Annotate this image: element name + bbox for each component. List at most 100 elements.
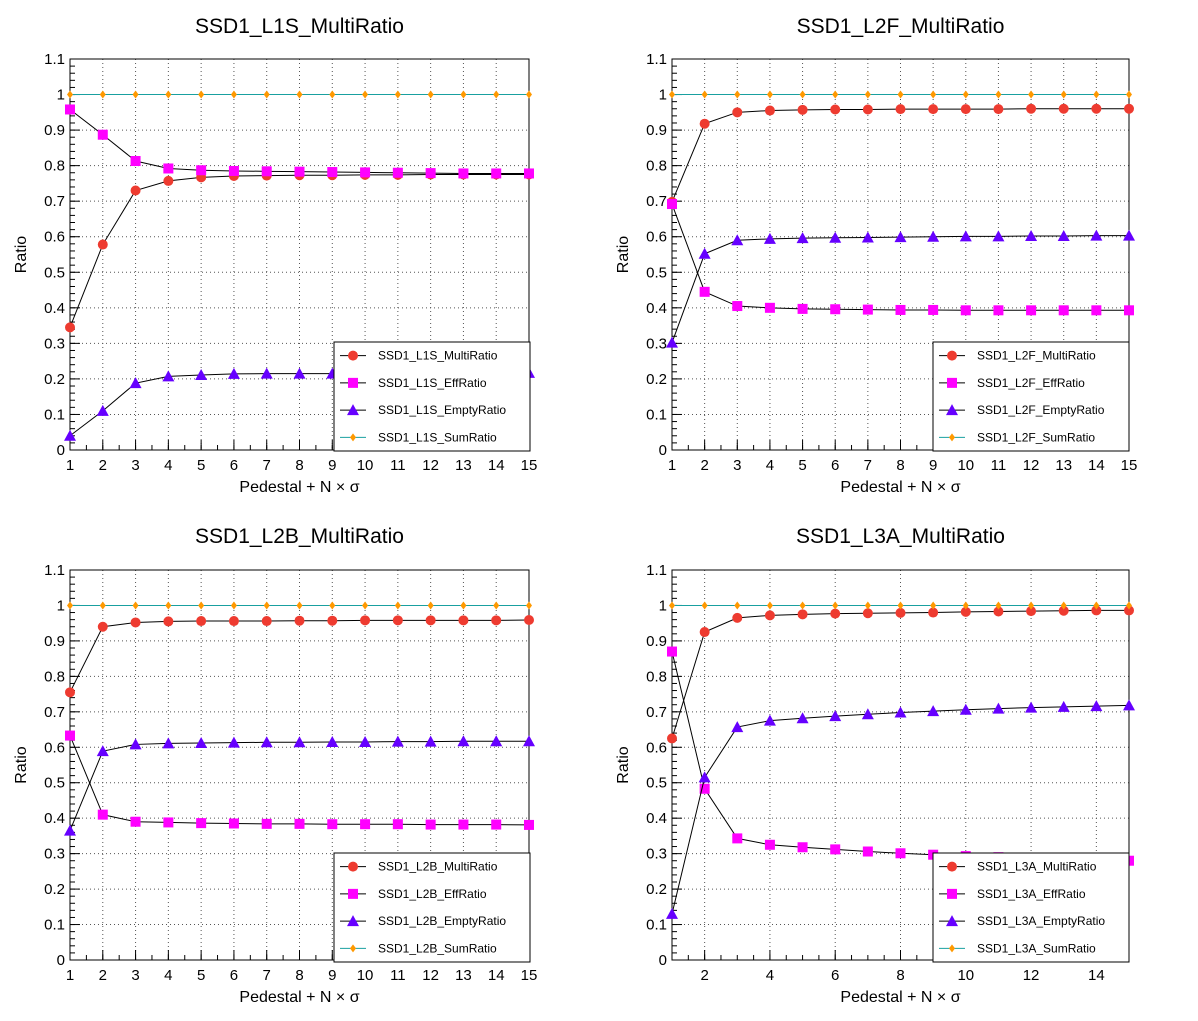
y-tick-label: 1.1 (646, 562, 667, 579)
data-point (1058, 605, 1069, 616)
x-tick-label: 11 (991, 457, 1007, 474)
x-tick-label: 12 (1023, 457, 1040, 474)
x-tick-label: 8 (896, 967, 904, 984)
data-point (96, 404, 109, 416)
data-point (296, 90, 303, 99)
data-point (930, 90, 937, 99)
x-tick-label: 4 (766, 457, 774, 474)
data-point (732, 833, 743, 844)
data-point (764, 839, 775, 850)
x-tick-label: 15 (1121, 457, 1138, 474)
data-point (895, 848, 906, 859)
x-axis-label: Pedestal + N × σ (840, 479, 960, 496)
x-tick-label: 7 (263, 967, 271, 984)
data-point (959, 230, 972, 242)
data-point (699, 627, 710, 638)
x-tick-label: 10 (957, 967, 974, 984)
data-point (1060, 601, 1067, 610)
data-point (959, 703, 972, 715)
data-point (392, 819, 403, 830)
x-tick-label: 9 (328, 457, 336, 474)
data-point (198, 601, 205, 610)
data-point (796, 712, 809, 724)
data-point (1026, 606, 1037, 617)
y-tick-label: 1 (659, 597, 667, 614)
data-point (797, 104, 808, 115)
x-tick-label: 4 (164, 967, 172, 984)
data-point (830, 608, 841, 619)
data-point (962, 601, 969, 610)
data-point (260, 736, 273, 748)
data-point (228, 165, 239, 176)
y-tick-label: 0.8 (646, 158, 667, 175)
data-point (261, 616, 272, 627)
legend-marker (947, 861, 957, 872)
data-point (425, 615, 436, 626)
data-point (329, 601, 336, 610)
y-tick-label: 0.8 (44, 158, 65, 175)
data-point (993, 104, 1004, 115)
data-point (491, 615, 502, 626)
data-point (67, 90, 73, 99)
data-point (360, 167, 371, 178)
legend-box (932, 341, 1130, 452)
data-point (1060, 90, 1067, 99)
x-tick-label: 5 (197, 967, 205, 984)
y-tick-label: 0.4 (646, 810, 667, 827)
data-point (930, 601, 937, 610)
data-point (424, 735, 437, 747)
data-point (162, 737, 175, 749)
data-point (329, 90, 336, 99)
data-point (99, 90, 106, 99)
x-tick-label: 14 (1088, 967, 1105, 984)
legend-entry: SSD1_L2B_MultiRatio (378, 860, 498, 874)
data-point (391, 735, 404, 747)
data-point (992, 702, 1005, 714)
legend-marker (347, 404, 359, 416)
data-point (129, 738, 142, 750)
x-tick-label: 2 (700, 457, 708, 474)
data-point (230, 90, 237, 99)
data-point (1028, 90, 1035, 99)
data-point (97, 239, 108, 250)
y-tick-label: 0.3 (44, 846, 65, 863)
data-point (830, 844, 841, 855)
y-tick-label: 0 (57, 952, 65, 969)
data-point (392, 167, 403, 178)
x-tick-label: 2 (99, 967, 107, 984)
data-point (862, 608, 873, 619)
data-point (97, 621, 108, 632)
data-point (1126, 90, 1132, 99)
data-point (227, 736, 240, 748)
data-point (260, 367, 273, 379)
x-tick-label: 6 (831, 967, 839, 984)
data-point (425, 168, 436, 179)
data-point (360, 819, 371, 830)
y-tick-label: 0.9 (646, 122, 667, 139)
y-tick-label: 0.5 (646, 264, 667, 281)
data-point (667, 646, 677, 657)
x-axis-label: Pedestal + N × σ (239, 479, 359, 496)
legend-marker (947, 350, 957, 361)
x-tick-label: 7 (263, 457, 271, 474)
data-point (97, 809, 108, 820)
data-point (797, 609, 808, 620)
data-point (425, 819, 436, 830)
data-point (763, 232, 776, 244)
legend: SSD1_L1S_MultiRatio SSD1_L1S_EffRatio SSD1… (333, 341, 531, 452)
legend: SSD1_L2F_MultiRatio SSD1_L2F_EffRatio SSD1… (932, 341, 1130, 452)
y-tick-label: 0.6 (44, 229, 65, 246)
legend-marker (348, 888, 358, 899)
data-point (830, 304, 841, 315)
y-tick-label: 0.9 (44, 122, 65, 139)
data-point (130, 816, 141, 827)
y-tick-label: 0.6 (646, 229, 667, 246)
y-tick-label: 0 (57, 442, 65, 459)
data-point (928, 104, 939, 115)
data-point (261, 166, 272, 177)
data-point (491, 168, 502, 179)
data-point (861, 708, 874, 720)
data-point (895, 304, 906, 315)
x-tick-label: 11 (390, 457, 406, 474)
